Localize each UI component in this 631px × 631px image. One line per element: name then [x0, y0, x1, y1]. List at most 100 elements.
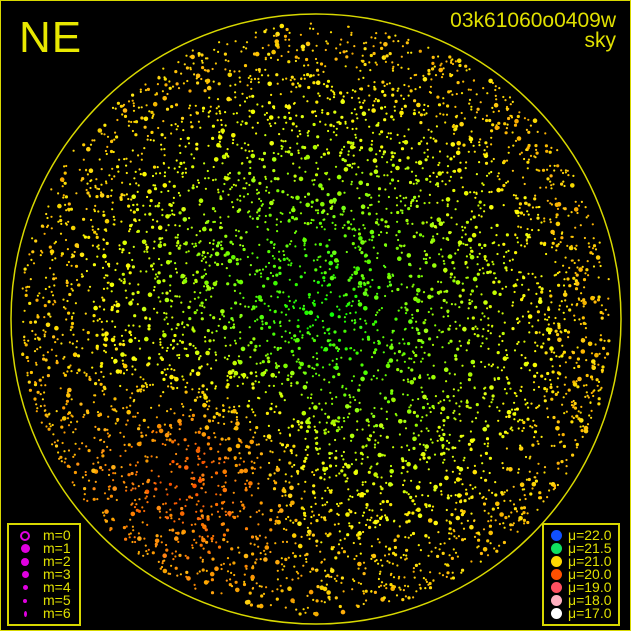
star: [163, 154, 166, 157]
star: [487, 520, 490, 523]
star: [443, 367, 449, 373]
star: [517, 340, 520, 344]
star: [424, 503, 428, 507]
star: [274, 42, 280, 48]
star: [543, 220, 546, 223]
star: [167, 385, 170, 388]
star: [203, 285, 206, 288]
star: [505, 127, 508, 130]
star: [555, 426, 560, 431]
star: [405, 219, 408, 223]
star: [312, 514, 315, 517]
star: [549, 164, 552, 167]
star: [487, 512, 490, 515]
star: [550, 203, 554, 206]
star: [534, 479, 539, 483]
star: [113, 335, 116, 338]
star: [206, 408, 209, 411]
star: [268, 122, 271, 125]
star: [471, 232, 477, 238]
star: [318, 447, 321, 450]
star: [259, 314, 265, 320]
star: [570, 420, 574, 424]
star: [406, 378, 409, 381]
star: [109, 529, 112, 532]
star: [285, 443, 290, 447]
star: [284, 140, 287, 143]
star: [348, 301, 351, 304]
star: [293, 554, 297, 558]
star: [167, 166, 170, 169]
star: [258, 157, 261, 160]
star: [353, 108, 356, 111]
star: [263, 302, 266, 305]
star: [157, 296, 160, 299]
star: [407, 493, 410, 496]
star: [384, 105, 387, 109]
star: [557, 324, 561, 328]
star: [433, 488, 437, 492]
star: [553, 351, 556, 354]
star: [427, 494, 430, 497]
star: [205, 400, 209, 403]
star: [141, 306, 147, 312]
star: [274, 542, 277, 545]
star: [374, 61, 377, 64]
star: [140, 106, 143, 109]
star: [489, 332, 492, 335]
star: [577, 410, 580, 413]
star: [586, 394, 589, 397]
star: [552, 415, 556, 420]
star: [363, 306, 368, 311]
star: [161, 442, 164, 446]
star: [359, 582, 363, 585]
star: [591, 378, 594, 381]
star: [350, 463, 353, 466]
star: [28, 301, 32, 305]
star: [248, 95, 251, 98]
star: [287, 426, 290, 429]
star: [267, 424, 270, 427]
star: [351, 52, 354, 55]
star: [386, 344, 389, 347]
star: [181, 175, 184, 178]
star: [136, 461, 139, 464]
star: [556, 461, 560, 465]
star: [413, 195, 417, 199]
star: [497, 172, 500, 175]
star: [557, 337, 562, 343]
star: [251, 382, 255, 386]
star: [433, 225, 437, 229]
star: [379, 492, 382, 495]
star: [55, 354, 58, 357]
star: [504, 516, 508, 520]
star: [363, 62, 367, 67]
star: [255, 305, 258, 308]
star: [502, 402, 505, 405]
star: [353, 162, 356, 165]
star: [568, 284, 572, 288]
star: [417, 274, 421, 278]
star: [529, 425, 532, 428]
star: [100, 132, 103, 135]
star: [227, 258, 233, 264]
star: [230, 547, 234, 551]
star: [272, 246, 276, 249]
star: [68, 341, 71, 344]
star: [372, 104, 375, 107]
star: [566, 169, 569, 172]
star: [525, 478, 529, 481]
star: [264, 56, 267, 59]
star: [472, 144, 475, 147]
star: [232, 206, 235, 209]
star: [545, 149, 549, 153]
star: [300, 506, 304, 510]
star: [516, 530, 519, 533]
star: [62, 306, 66, 309]
star: [303, 242, 306, 245]
star: [412, 432, 415, 435]
star: [362, 590, 365, 593]
star: [366, 193, 370, 197]
star: [82, 217, 86, 221]
star: [348, 524, 351, 528]
